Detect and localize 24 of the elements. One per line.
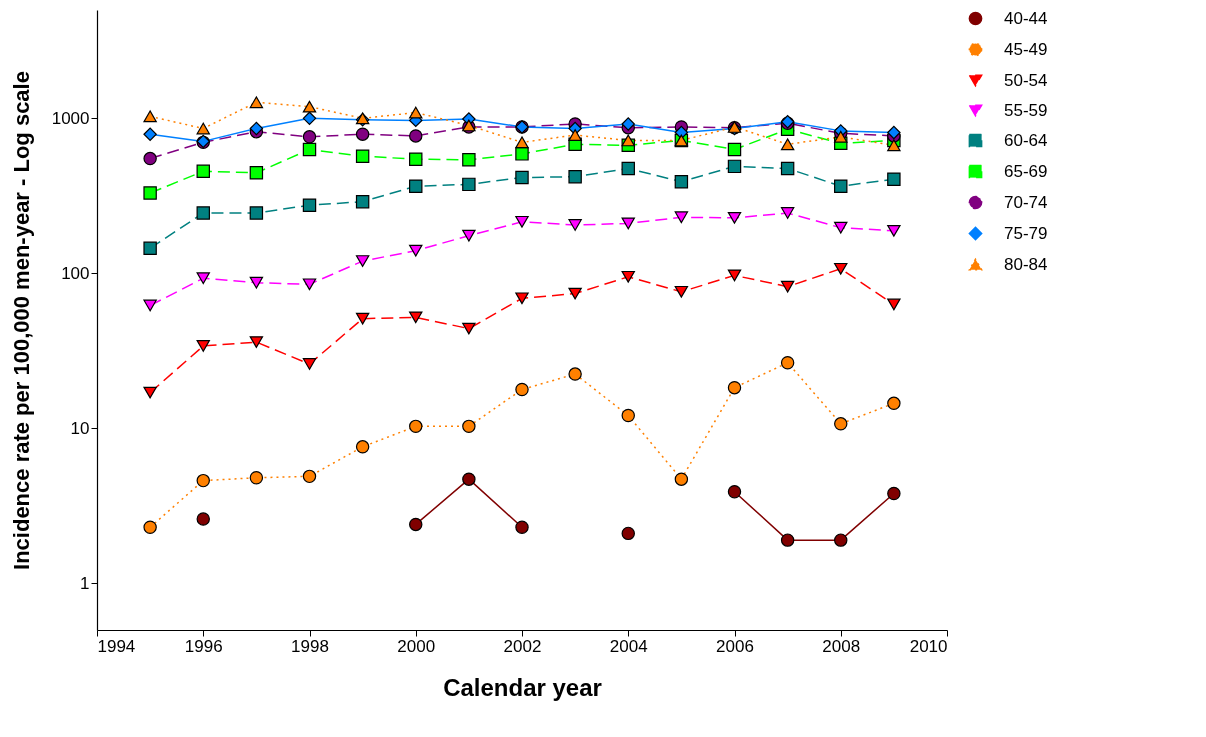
legend-label: 60-64	[1004, 130, 1048, 150]
y-tick-label: 1000	[51, 108, 90, 128]
legend-label: 75-79	[1004, 223, 1048, 243]
legend-label: 45-49	[1004, 39, 1048, 59]
x-tick-label: 2006	[716, 636, 754, 656]
legend-label: 50-54	[1004, 70, 1048, 90]
y-tick-label: 100	[61, 263, 90, 283]
legend-label: 80-84	[1004, 254, 1048, 274]
x-tick-label: 1994	[97, 636, 136, 656]
x-tick-label: 2002	[503, 636, 542, 656]
legend-label: 40-44	[1004, 8, 1048, 28]
x-tick-label: 1996	[184, 636, 223, 656]
legend-label: 70-74	[1004, 192, 1048, 212]
x-tick-label: 2010	[909, 636, 948, 656]
y-axis-title: Incidence rate per 100,000 men-year - Log scale	[8, 71, 34, 570]
x-tick-label: 2000	[397, 636, 436, 656]
x-tick-label: 2004	[609, 636, 648, 656]
x-axis-title: Calendar year	[443, 673, 602, 701]
legend-label: 55-59	[1004, 100, 1048, 120]
y-tick-label: 1	[80, 573, 90, 593]
x-tick-label: 2008	[822, 636, 861, 656]
legend-label: 65-69	[1004, 161, 1048, 181]
y-tick-label: 10	[70, 418, 90, 438]
x-tick-label: 1998	[291, 636, 329, 656]
